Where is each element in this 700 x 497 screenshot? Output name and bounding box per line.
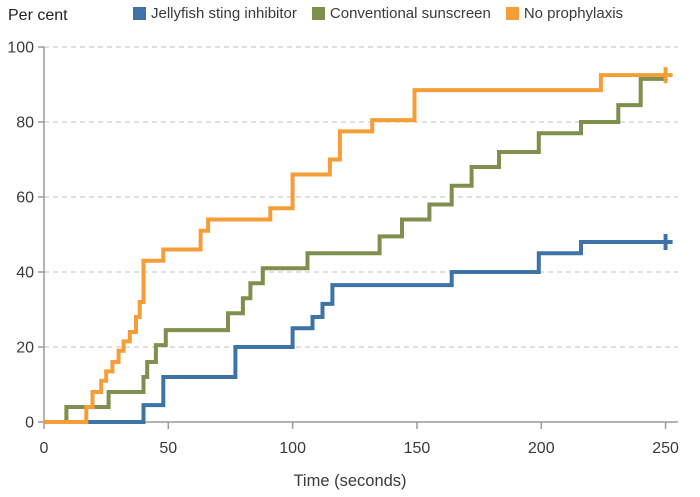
x-axis-title: Time (seconds) bbox=[293, 472, 406, 490]
legend: Jellyfish sting inhibitor Conventional su… bbox=[133, 5, 623, 22]
y-tick-label: 0 bbox=[25, 415, 34, 432]
x-tick-label: 50 bbox=[159, 440, 177, 457]
y-axis-ticks: 0 20 40 60 80 100 bbox=[7, 40, 44, 432]
legend-swatch-icon bbox=[505, 7, 519, 20]
legend-item-1: Conventional sunscreen bbox=[311, 5, 491, 22]
legend-label: Jellyfish sting inhibitor bbox=[151, 5, 297, 22]
x-tick-label: 200 bbox=[528, 440, 555, 457]
y-tick-label: 80 bbox=[16, 115, 34, 132]
y-axis-label: Per cent bbox=[8, 7, 68, 24]
y-tick-label: 40 bbox=[16, 265, 34, 282]
y-tick-label: 100 bbox=[7, 40, 34, 57]
y-tick-label: 20 bbox=[16, 340, 34, 357]
x-tick-label: 250 bbox=[652, 440, 679, 457]
series-2 bbox=[44, 67, 673, 424]
gridlines bbox=[44, 46, 678, 348]
x-axis-ticks: 0 50 100 150 200 250 bbox=[40, 422, 679, 457]
legend-item-2: No prophylaxis bbox=[505, 5, 624, 22]
series-0 bbox=[44, 234, 673, 424]
legend-item-0: Jellyfish sting inhibitor bbox=[133, 5, 297, 22]
x-tick-label: 0 bbox=[40, 440, 49, 457]
legend-swatch-icon bbox=[133, 7, 146, 20]
x-tick-label: 100 bbox=[279, 440, 306, 457]
x-tick-label: 150 bbox=[404, 440, 431, 457]
legend-swatch-icon bbox=[311, 7, 325, 20]
axes bbox=[43, 47, 678, 423]
legend-label: No prophylaxis bbox=[523, 5, 624, 22]
series-1 bbox=[44, 76, 668, 424]
legend-label: Conventional sunscreen bbox=[329, 5, 491, 22]
y-tick-label: 60 bbox=[16, 190, 34, 207]
chart-header: Per cent Jellyfish sting inhibitor Conven… bbox=[0, 5, 700, 27]
